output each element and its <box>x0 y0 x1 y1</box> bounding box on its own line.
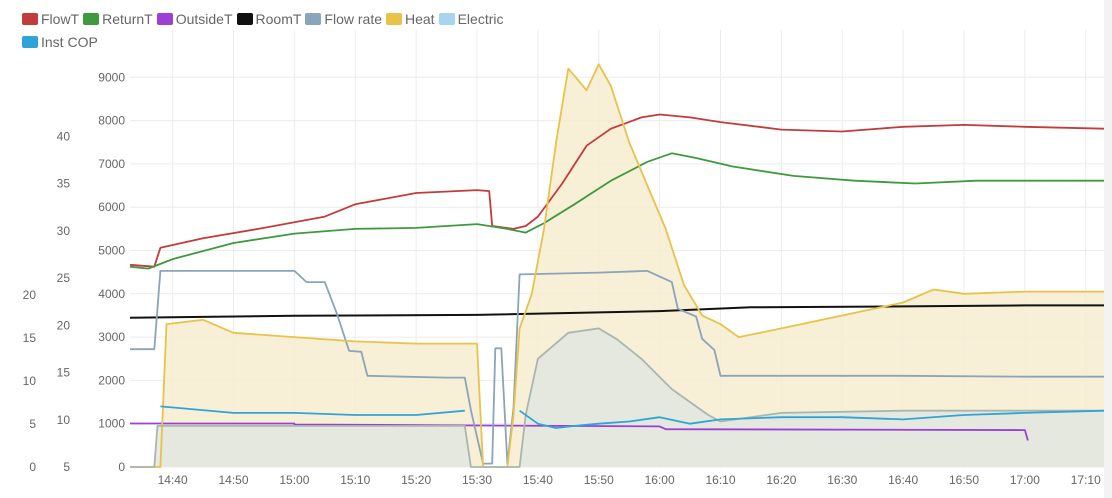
legend-swatch <box>438 13 455 25</box>
x-tick-label: 14:40 <box>158 473 188 487</box>
legend-item[interactable]: Flow rate <box>305 8 382 30</box>
x-tick-label: 16:50 <box>949 473 979 487</box>
x-tick-label: 14:50 <box>218 473 248 487</box>
y-tick-label-temp: 35 <box>57 177 71 191</box>
legend-item[interactable]: OutsideT <box>156 8 233 30</box>
x-tick-label: 16:40 <box>888 473 918 487</box>
legend-swatch <box>386 13 402 25</box>
y-tick-label-temp: 5 <box>63 460 70 474</box>
y-axis-ticks: 0 1000 2000 3000 4000 5000 6000 7000 8000 9000 5 10… <box>23 70 126 474</box>
legend-label: OutsideT <box>175 11 233 27</box>
legend-item[interactable]: ReturnT <box>83 8 153 30</box>
y-tick-label-power: 0 <box>118 460 125 474</box>
y-tick-label-temp: 40 <box>57 129 71 143</box>
x-tick-label: 15:50 <box>584 473 614 487</box>
legend-item[interactable]: Inst COP <box>22 31 98 53</box>
y-tick-label-power: 6000 <box>98 200 125 214</box>
series-area-electric <box>130 328 1104 467</box>
x-tick-label: 15:00 <box>279 473 309 487</box>
y-tick-label-power: 5000 <box>98 244 125 258</box>
chart-legend: FlowT ReturnT OutsideT RoomT Flow rate Heat El… <box>22 8 562 54</box>
y-tick-label-power: 1000 <box>98 417 125 431</box>
legend-swatch <box>22 13 38 25</box>
x-tick-label: 17:10 <box>1071 473 1101 487</box>
y-tick-label-power: 8000 <box>98 114 125 128</box>
legend-label: Electric <box>457 11 504 27</box>
series-line-flowt <box>129 113 1105 268</box>
series-line-outsidet <box>130 422 1029 441</box>
x-axis-ticks: 14:40 14:50 15:00 15:10 15:20 15:30 15:40 15:50… <box>158 473 1101 487</box>
series-area-heat <box>130 64 1104 468</box>
y-tick-label-power: 2000 <box>98 373 125 387</box>
y-tick-label-temp: 25 <box>57 271 71 285</box>
legend-swatch <box>236 13 253 25</box>
legend-item[interactable]: Heat <box>386 8 435 30</box>
y-tick-label-flow: 0 <box>29 460 36 474</box>
legend-label: FlowT <box>41 11 80 27</box>
legend-item[interactable]: FlowT <box>22 8 79 30</box>
y-tick-label-power: 9000 <box>98 70 125 84</box>
legend-swatch <box>22 36 38 48</box>
legend-swatch <box>83 13 100 25</box>
x-tick-label: 16:30 <box>827 473 857 487</box>
x-tick-label: 16:10 <box>705 473 735 487</box>
x-tick-label: 15:30 <box>462 473 492 487</box>
area-series <box>130 64 1104 468</box>
series-line-heat <box>130 63 1104 468</box>
y-tick-label-flow: 10 <box>23 374 37 388</box>
series-line-flow-rate <box>130 270 1104 465</box>
y-tick-label-power: 4000 <box>98 287 125 301</box>
x-tick-label: 16:00 <box>645 473 675 487</box>
y-tick-label-temp: 10 <box>57 413 71 427</box>
series-line-roomt <box>129 304 1104 319</box>
y-tick-label-power: 7000 <box>98 157 125 171</box>
x-tick-label: 16:20 <box>766 473 796 487</box>
series-line-returnt <box>129 152 1104 270</box>
x-tick-label: 15:40 <box>523 473 553 487</box>
y-tick-label-flow: 5 <box>29 417 36 431</box>
series-line-inst-cop <box>160 405 1105 429</box>
y-tick-label-flow: 20 <box>23 288 37 302</box>
x-tick-label: 15:10 <box>340 473 370 487</box>
legend-label: RoomT <box>255 11 302 27</box>
legend-swatch <box>156 13 173 25</box>
legend-label: ReturnT <box>102 11 153 27</box>
y-tick-label-temp: 15 <box>57 366 71 380</box>
y-tick-label-temp: 20 <box>57 318 71 332</box>
legend-label: Flow rate <box>324 11 382 27</box>
legend-item[interactable]: Electric <box>438 8 504 30</box>
legend-swatch <box>305 13 322 25</box>
chart-border <box>1104 0 1112 498</box>
legend-item[interactable]: RoomT <box>236 8 302 30</box>
legend-label: Heat <box>405 11 435 27</box>
line-series <box>129 63 1105 468</box>
y-tick-label-flow: 15 <box>23 331 37 345</box>
legend-label: Inst COP <box>41 34 98 50</box>
y-tick-label-temp: 30 <box>57 224 71 238</box>
y-tick-label-power: 3000 <box>98 330 125 344</box>
x-tick-label: 15:20 <box>401 473 431 487</box>
x-tick-label: 17:00 <box>1010 473 1040 487</box>
